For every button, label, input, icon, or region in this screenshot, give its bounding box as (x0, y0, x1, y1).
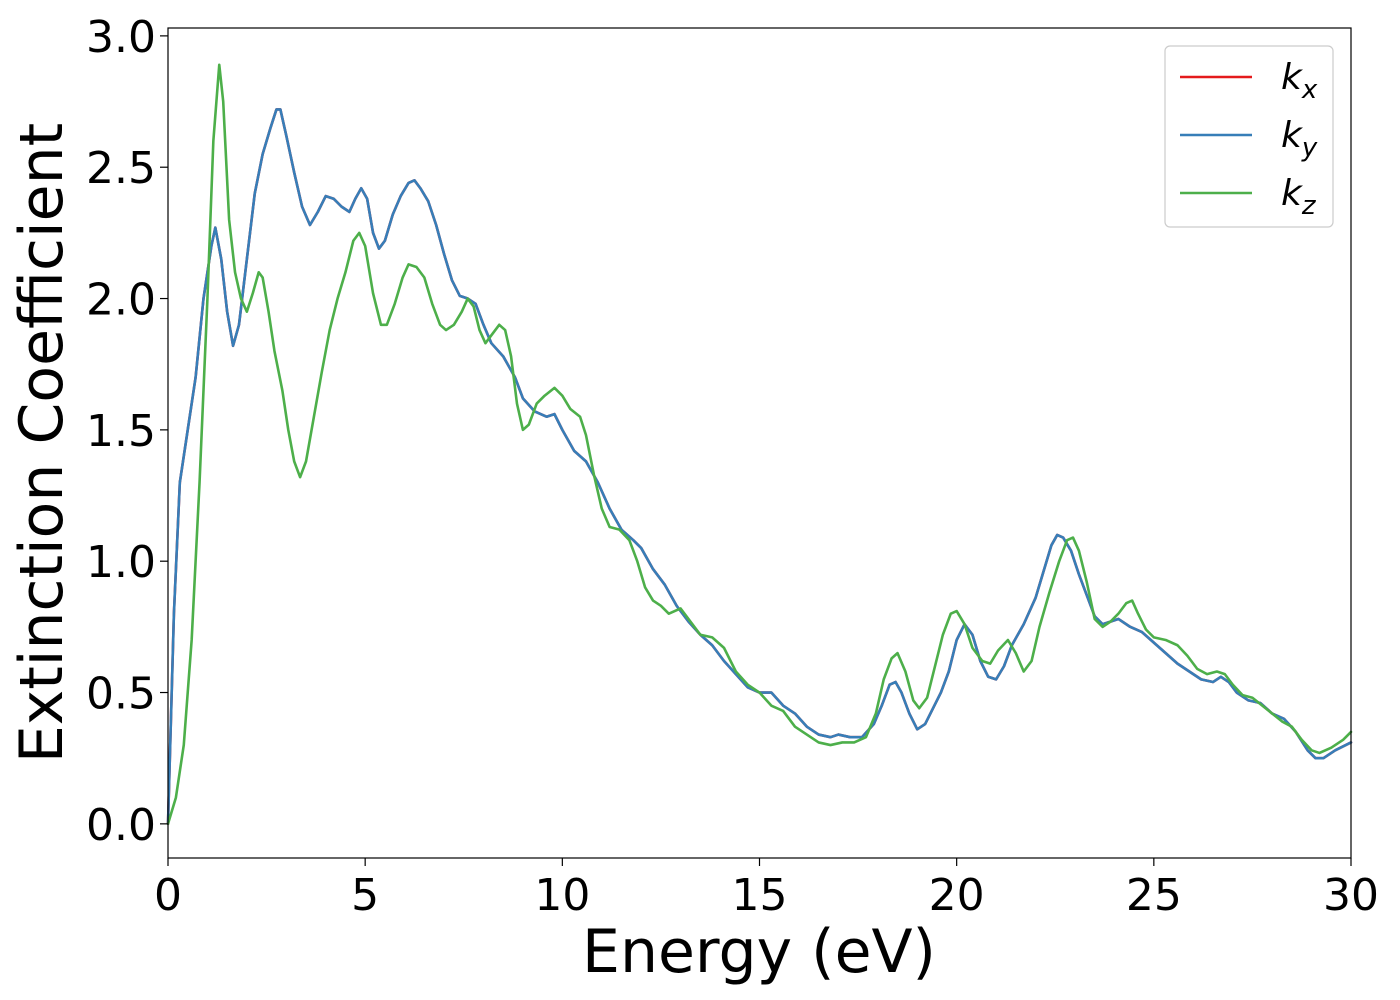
y-tick-label: 2.5 (86, 143, 156, 194)
x-axis-ticks: 0 5 10 15 20 25 30 (154, 858, 1379, 921)
plot-background (168, 28, 1351, 858)
x-tick-label: 0 (154, 870, 182, 921)
legend-label-ky: ky (1281, 115, 1318, 163)
x-tick-label: 25 (1126, 870, 1182, 921)
x-tick-label: 15 (732, 870, 788, 921)
y-tick-label: 2.0 (86, 275, 156, 326)
legend: kx ky kz (1164, 45, 1334, 228)
y-tick-label: 3.0 (86, 12, 156, 63)
x-tick-label: 10 (534, 870, 590, 921)
x-tick-label: 20 (929, 870, 985, 921)
x-axis-title: Energy (eV) (582, 917, 936, 987)
y-tick-label: 1.5 (86, 406, 156, 457)
x-tick-label: 5 (351, 870, 379, 921)
series-lines (166, 63, 1353, 826)
legend-frame (1164, 45, 1334, 228)
series-line-kz (166, 63, 1353, 826)
x-tick-label: 30 (1323, 870, 1379, 921)
y-axis-ticks: 0.0 0.5 1.0 1.5 2.0 2.5 3.0 (86, 12, 168, 851)
y-tick-label: 0.0 (86, 800, 156, 851)
y-tick-label: 0.5 (86, 669, 156, 720)
y-tick-label: 1.0 (86, 537, 156, 588)
legend-label-kx: kx (1281, 57, 1318, 105)
y-axis-title: Extinction Coefficient (7, 123, 77, 763)
legend-label-kz: kz (1281, 173, 1317, 221)
